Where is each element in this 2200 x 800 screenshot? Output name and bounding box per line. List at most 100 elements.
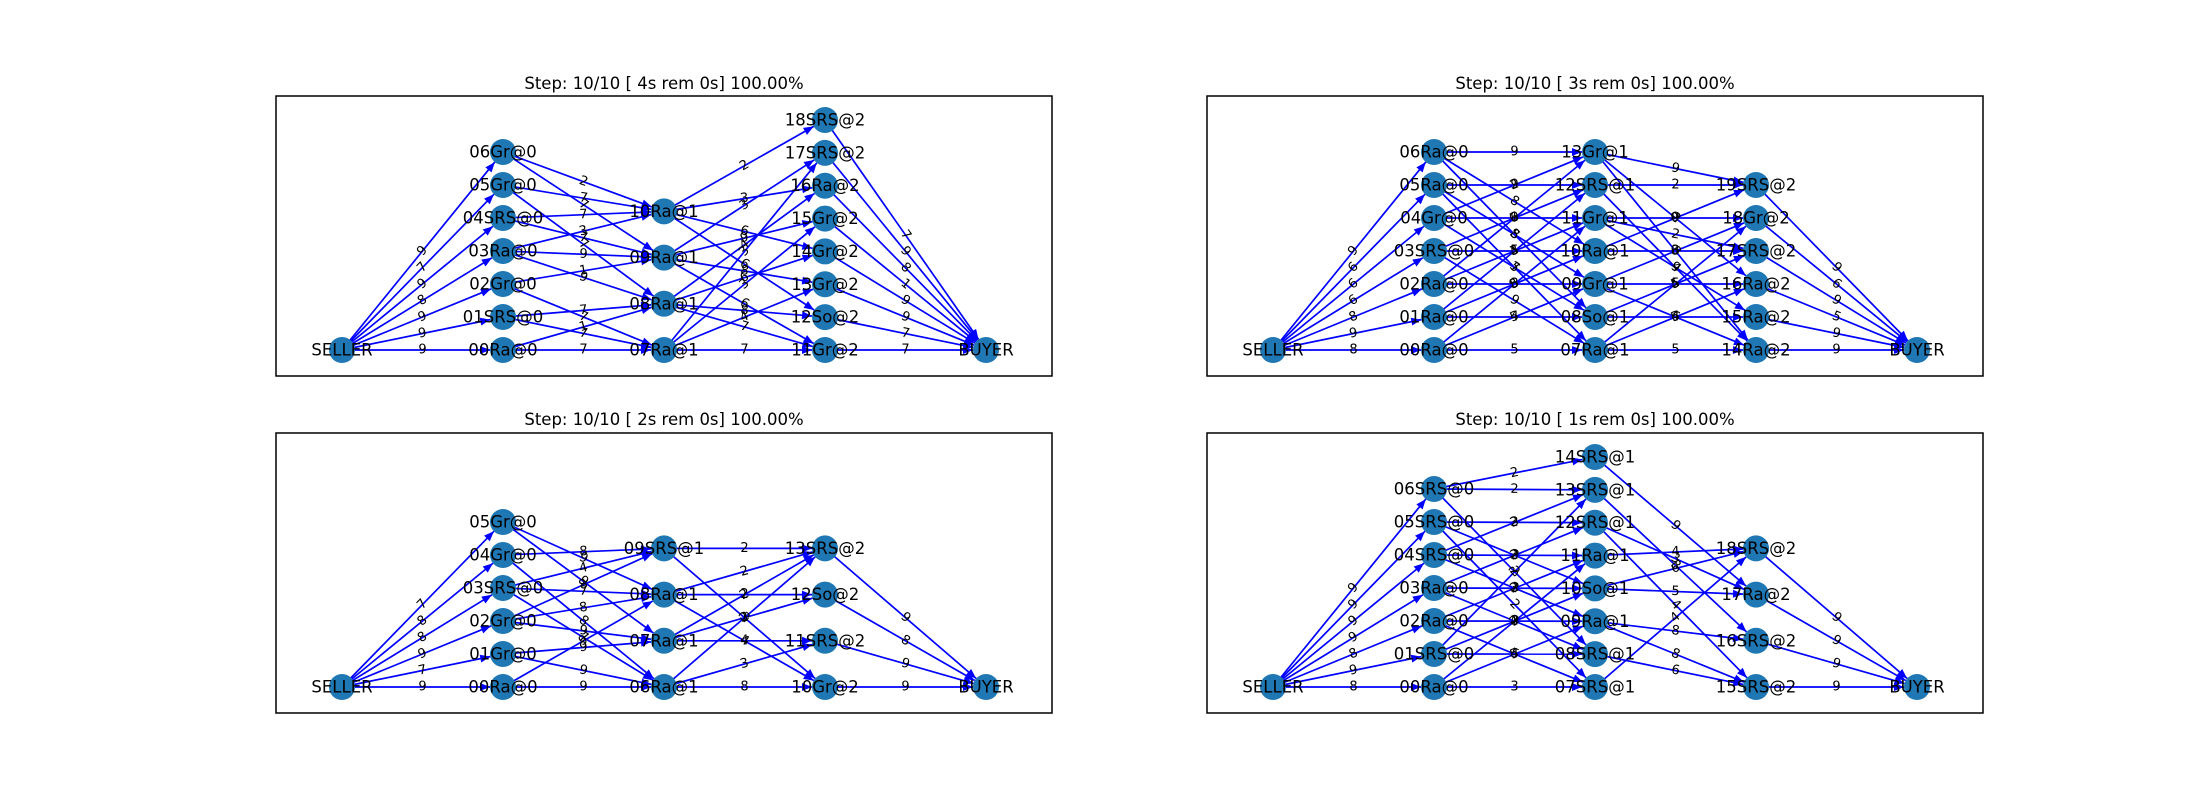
edge-arrowhead — [803, 335, 814, 344]
edge-weight-label: 4 — [1510, 310, 1518, 325]
edge-weight-label: 7 — [578, 190, 589, 206]
panel-bottom-right: Step: 10/10 [ 1s rem 0s] 100.00% 8989999… — [1206, 410, 1984, 714]
graph-node — [490, 641, 516, 667]
graph-node — [1582, 337, 1608, 363]
edge — [1433, 151, 1585, 245]
edge-weight-label: 8 — [579, 544, 588, 559]
edge-arrowhead — [969, 328, 979, 340]
node-label: 09Ra@1 — [1560, 612, 1629, 631]
node-label: 18SRS@2 — [785, 111, 865, 130]
edge — [1755, 639, 1905, 685]
graph-node — [651, 535, 677, 562]
node-label: 03SRS@0 — [463, 579, 543, 598]
graph-node — [812, 205, 838, 232]
graph-node — [490, 575, 516, 601]
edge-arrowhead — [804, 668, 816, 679]
graph-node — [1582, 205, 1608, 231]
edge — [663, 554, 815, 642]
edge-arrowhead — [1571, 551, 1583, 560]
edge-arrowhead — [1572, 156, 1583, 165]
edge — [502, 316, 652, 349]
graph-node — [1582, 476, 1608, 503]
graph-node — [1743, 581, 1769, 608]
edge-arrowhead — [1735, 226, 1746, 236]
graph-node — [973, 674, 999, 700]
graph-node — [1582, 271, 1608, 297]
node-label: 16SRS@2 — [1716, 631, 1796, 650]
edge-weight-label: 2 — [1509, 465, 1520, 481]
graph-node — [1582, 172, 1608, 198]
edge-weight-label: 9 — [1831, 325, 1842, 341]
edge — [663, 192, 816, 305]
edge-weight-label: 7 — [738, 319, 750, 336]
edge — [341, 225, 494, 351]
edge-arrowhead — [1572, 674, 1583, 683]
edge-arrowhead — [1733, 337, 1744, 346]
node-label: 13SRS@2 — [785, 539, 865, 558]
edge-weight-label: 5 — [1671, 277, 1679, 292]
edge — [502, 306, 652, 351]
edge-weight-label: 4 — [1510, 647, 1518, 662]
edge — [1594, 283, 1745, 346]
graph-node — [1743, 674, 1769, 700]
node-label: 04Gr@0 — [469, 546, 537, 565]
edge — [824, 547, 977, 680]
edge-arrowhead — [802, 683, 812, 691]
edge-arrowhead — [1574, 563, 1585, 574]
edge-arrowhead — [641, 199, 652, 208]
node-label: 14Gr@2 — [791, 242, 859, 261]
edge-arrowhead — [1733, 288, 1744, 297]
edge-arrowhead — [802, 636, 812, 645]
node-label: 02Gr@0 — [469, 275, 537, 294]
edge — [341, 318, 491, 351]
edge-weight-label: 5 — [1510, 244, 1518, 259]
edge-arrowhead — [640, 678, 652, 687]
edge — [1433, 255, 1584, 318]
graph-node — [651, 627, 677, 654]
node-label: 00Ra@0 — [1399, 678, 1468, 697]
edge — [1594, 217, 1744, 250]
node-label: 03Ra@0 — [468, 242, 537, 261]
edge-arrowhead — [484, 194, 494, 205]
edge-arrowhead — [801, 311, 813, 320]
edge-arrowhead — [482, 226, 493, 236]
edge-arrowhead — [1733, 313, 1743, 321]
edge-weight-label: 8 — [1670, 623, 1680, 639]
edge-arrowhead — [480, 288, 491, 297]
edge — [502, 620, 652, 641]
edge-arrowhead — [1733, 222, 1744, 231]
edge-arrowhead — [1412, 594, 1423, 604]
edge — [1594, 189, 1745, 252]
edge — [1272, 225, 1425, 351]
edge — [1433, 488, 1583, 491]
graph-node — [651, 290, 677, 317]
edge — [663, 159, 815, 259]
edge-arrowhead — [1572, 626, 1583, 634]
edge-weight-label: 3 — [738, 656, 750, 673]
graph-node — [812, 535, 838, 562]
edge-arrowhead — [1572, 181, 1582, 189]
edge — [502, 548, 652, 556]
edge — [502, 550, 652, 589]
graph-node — [812, 172, 838, 199]
edge-arrowhead — [1411, 683, 1421, 691]
edge — [1433, 554, 1584, 618]
edge — [1433, 521, 1584, 585]
edge — [1594, 255, 1745, 318]
graph-node — [1904, 337, 1930, 363]
node-label: 01Gr@0 — [469, 645, 537, 664]
edge — [502, 258, 652, 285]
node-label: 10Ra@1 — [629, 202, 698, 221]
graph-node — [651, 244, 677, 271]
edge — [502, 213, 652, 252]
edge-arrowhead — [642, 241, 654, 251]
edge — [1755, 250, 1907, 344]
graph-node — [1582, 674, 1608, 700]
edge-weight-label: 7 — [578, 325, 589, 341]
panel-frame — [275, 95, 1053, 377]
node-label: 10Gr@2 — [791, 678, 859, 697]
edge-arrowhead — [1737, 667, 1747, 678]
graph-node — [1260, 337, 1286, 363]
node-label: 15SRS@2 — [1716, 678, 1796, 697]
edge — [1594, 288, 1745, 351]
